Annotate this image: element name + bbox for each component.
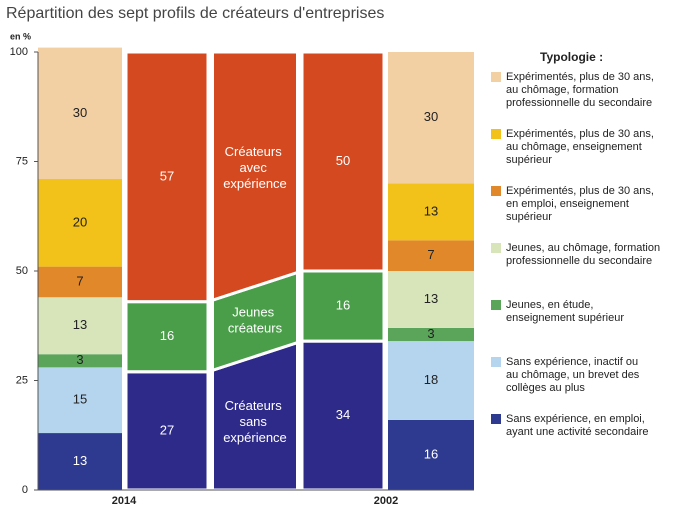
legend-label: Jeunes, au chômage, formation profession…	[506, 242, 663, 267]
data-label: 27	[160, 422, 174, 437]
data-label: 3	[76, 352, 83, 367]
legend-swatch	[491, 243, 501, 253]
separator	[384, 50, 388, 490]
data-label: 16	[336, 297, 350, 312]
data-label: 3	[427, 326, 434, 341]
y-unit: en %	[10, 31, 31, 41]
data-label: 13	[73, 453, 87, 468]
bar-segment	[388, 183, 474, 241]
group-label: Créateurs avec expérience	[223, 145, 287, 192]
bar-segment	[38, 367, 122, 434]
separator	[122, 50, 126, 490]
data-label: 30	[73, 105, 87, 120]
bar-segment	[300, 339, 386, 492]
legend-label: Expérimentés, plus de 30 ans, au chômage…	[506, 128, 657, 166]
legend-swatch	[491, 186, 501, 196]
bar-segment	[388, 271, 474, 328]
separator	[296, 50, 302, 490]
separator	[208, 50, 214, 490]
y-tick-label: 0	[22, 484, 28, 496]
legend-swatch	[491, 414, 501, 424]
x-tick-label: 2002	[374, 495, 398, 507]
data-label: 20	[73, 214, 87, 229]
chart-title: Répartition des sept profils de créateur…	[6, 5, 384, 22]
data-label: 18	[424, 372, 438, 387]
bar-segment	[38, 433, 122, 490]
x-tick-label: 2014	[112, 495, 137, 507]
bar-segment	[38, 354, 122, 368]
bar-segment	[300, 50, 386, 273]
bar-segment	[388, 327, 474, 342]
data-label: 57	[160, 168, 174, 183]
bar-segment	[388, 419, 474, 490]
legend-label: Sans expérience, inactif ou au chômage, …	[506, 356, 642, 394]
y-tick-label: 25	[16, 374, 28, 386]
data-label: 15	[73, 392, 87, 407]
legend-label: Expérimentés, plus de 30 ans, en emploi,…	[506, 185, 657, 223]
legend-swatch	[491, 129, 501, 139]
data-label: 13	[424, 203, 438, 218]
bar-segment	[38, 266, 122, 298]
legend-label: Jeunes, en étude, enseignement supérieur	[506, 299, 624, 324]
y-tick-label: 75	[16, 155, 28, 167]
legend-label: Expérimentés, plus de 30 ans, au chômage…	[506, 71, 657, 109]
data-label: 50	[336, 153, 350, 168]
bar-segment	[388, 52, 474, 184]
y-tick-label: 50	[16, 265, 28, 277]
legend-title: Typologie :	[540, 50, 603, 64]
bar-segment	[38, 297, 122, 355]
legend-label: Sans expérience, en emploi, ayant une ac…	[506, 413, 648, 438]
data-label: 16	[424, 446, 438, 461]
data-label: 13	[424, 291, 438, 306]
group-label: Jeunes créateurs	[228, 305, 283, 336]
data-label: 13	[73, 317, 87, 332]
bar-segment	[124, 300, 210, 374]
data-label: 7	[427, 247, 434, 262]
data-label: 30	[424, 109, 438, 124]
legend-swatch	[491, 300, 501, 310]
bar-segment	[38, 47, 122, 180]
bar-segment	[388, 240, 474, 271]
data-label: 34	[336, 407, 350, 422]
bar-segment	[124, 50, 210, 304]
bar-segment	[388, 341, 474, 420]
legend-swatch	[491, 357, 501, 367]
data-label: 16	[160, 328, 174, 343]
data-label: 7	[76, 273, 83, 288]
bar-segment	[38, 179, 122, 267]
y-tick-label: 100	[10, 46, 28, 58]
group-label: Créateurs sans expérience	[223, 399, 287, 446]
legend-swatch	[491, 72, 501, 82]
